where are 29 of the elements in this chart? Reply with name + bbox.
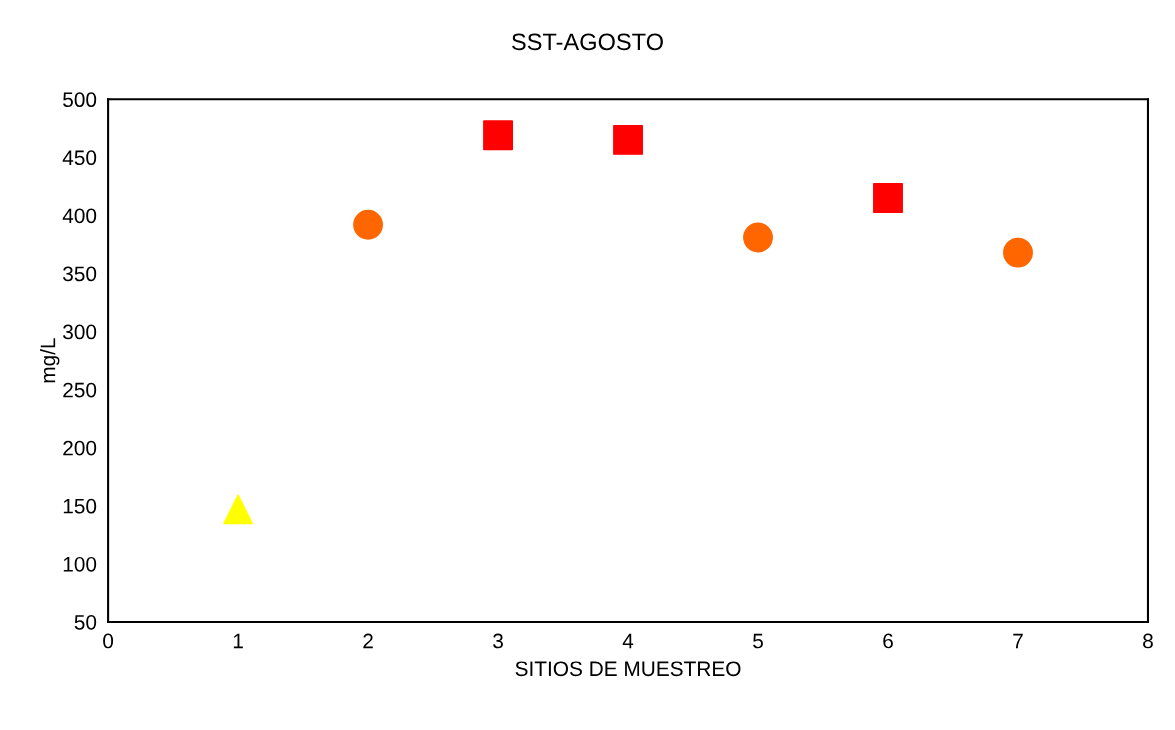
point [223,494,254,525]
y-tick-label: 350 [63,266,97,282]
x-tick-label: 1 [233,633,243,649]
x-tick-label: 2 [363,633,373,649]
y-tick-label: 100 [63,556,97,572]
y-tick-label: 400 [62,208,97,224]
y-tick-label: 250 [63,382,97,398]
point [743,222,773,253]
y-tick-label: 450 [62,150,97,166]
y-tick-label: 50 [74,614,97,630]
x-tick-label: 0 [103,633,114,649]
y-tick-label: 150 [63,498,97,514]
point [873,183,903,213]
point [483,120,513,151]
x-tick-label: 8 [1143,633,1153,649]
x-tick-label: 3 [493,633,503,649]
y-axis-title: mg/L [40,338,60,383]
chart-title: SST-AGOSTO [512,33,663,51]
point [613,125,643,155]
point [1003,237,1033,268]
y-tick-label: 300 [63,324,97,340]
x-tick-label: 4 [622,633,634,649]
x-tick-label: 5 [753,633,763,649]
y-tick-label: 500 [63,92,97,108]
y-tick-label: 200 [63,440,97,456]
x-tick-label: 7 [1013,633,1023,649]
x-tick-label: 6 [883,633,893,649]
point [353,209,383,240]
x-axis-title: SITIOS DE MUESTREO [515,661,741,677]
